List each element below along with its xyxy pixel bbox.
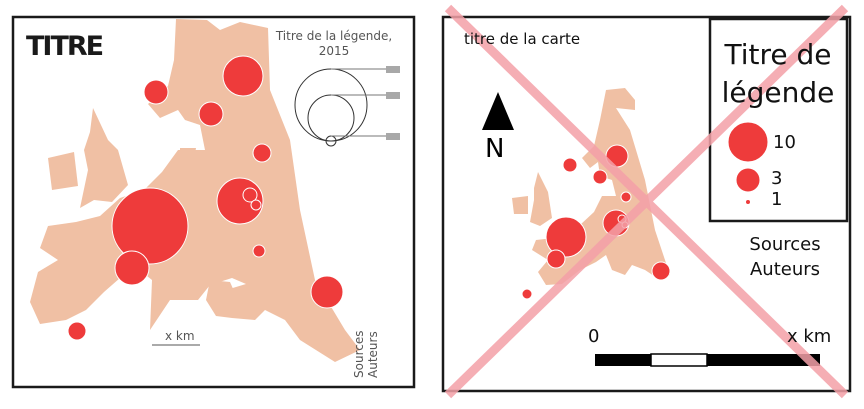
right-scale-bar bbox=[595, 353, 820, 367]
circle-southwest bbox=[67, 321, 87, 341]
land-britain bbox=[80, 108, 128, 208]
right-legend-box bbox=[708, 17, 849, 223]
scale-seg-1 bbox=[595, 354, 651, 366]
sources-line-2: Auteurs bbox=[366, 331, 380, 378]
left-map-panel: TITRE Titre de la légende, 2015 x km Sou… bbox=[0, 0, 430, 409]
scale-seg-2 bbox=[650, 353, 708, 367]
land-ireland bbox=[48, 152, 78, 190]
right-map-svg bbox=[441, 4, 852, 399]
sources-label: Sources Auteurs bbox=[352, 331, 380, 378]
circle-east-inner1 bbox=[242, 187, 258, 203]
circle-east-inner2 bbox=[250, 199, 262, 211]
land-britain-small bbox=[530, 172, 552, 226]
legend-value-10: 10 bbox=[773, 132, 796, 153]
rlegend-circle-10 bbox=[727, 121, 769, 163]
right-legend-circles bbox=[727, 121, 769, 205]
legend-swatch-1 bbox=[386, 66, 400, 73]
circle-east-small bbox=[252, 143, 272, 163]
circle-north-mid bbox=[198, 101, 224, 127]
legend-title: Titre de la légende, 2015 bbox=[275, 29, 393, 58]
left-legend-swatches bbox=[386, 66, 400, 140]
left-circles bbox=[67, 55, 344, 341]
rcircle-nw bbox=[562, 157, 578, 173]
rcircle-large bbox=[545, 216, 587, 258]
legend-value-3: 3 bbox=[771, 168, 783, 189]
rcircle-mid bbox=[592, 169, 608, 185]
circle-large-center bbox=[111, 187, 189, 265]
north-arrow-icon bbox=[482, 92, 514, 130]
rcircle-west bbox=[546, 249, 566, 269]
rcircle-small bbox=[620, 191, 632, 203]
right-sources: Sources Auteurs bbox=[735, 232, 835, 282]
legend-circle-medium bbox=[307, 94, 355, 142]
sources-line-1: Sources bbox=[352, 330, 366, 378]
left-legend-circles bbox=[294, 68, 386, 147]
circle-tiny bbox=[252, 244, 266, 258]
legend-value-1: 1 bbox=[771, 189, 783, 210]
legend-swatch-2 bbox=[386, 92, 400, 99]
right-map-title: titre de la carte bbox=[464, 30, 581, 48]
land-ireland-small bbox=[512, 196, 528, 214]
map-title: TITRE bbox=[26, 31, 104, 62]
land-iceland bbox=[180, 148, 196, 162]
left-map-svg bbox=[11, 15, 416, 389]
scale-seg-3 bbox=[707, 354, 820, 366]
scale-start-label: 0 bbox=[588, 326, 600, 347]
cross-out-mark bbox=[444, 4, 849, 399]
land-south-isles bbox=[206, 280, 238, 318]
right-map-frame bbox=[441, 15, 852, 393]
left-map-frame bbox=[11, 15, 416, 389]
left-land bbox=[30, 19, 360, 362]
circle-northeast bbox=[222, 55, 264, 97]
land-scandinavia bbox=[30, 19, 360, 362]
circle-northwest bbox=[143, 79, 169, 105]
right-legend-title: Titre de légende bbox=[721, 38, 835, 109]
rlegend-circle-1 bbox=[745, 199, 751, 205]
rcircle-sw bbox=[521, 288, 533, 300]
legend-circle-large bbox=[294, 68, 368, 142]
right-map-panel: titre de la carte N Titre de légende 10 … bbox=[430, 0, 864, 409]
right-sources-line-1: Sources bbox=[749, 234, 821, 255]
north-label: N bbox=[485, 134, 505, 164]
rlegend-circle-3 bbox=[735, 167, 761, 193]
scale-label: x km bbox=[165, 329, 195, 343]
scale-end-label: x km bbox=[787, 326, 832, 347]
cross-line-2 bbox=[444, 4, 849, 399]
right-sources-line-2: Auteurs bbox=[749, 259, 821, 280]
circle-southeast bbox=[310, 275, 344, 309]
circle-west-medium bbox=[114, 250, 150, 286]
legend-swatch-3 bbox=[386, 133, 400, 140]
rcircle-se bbox=[651, 261, 671, 281]
